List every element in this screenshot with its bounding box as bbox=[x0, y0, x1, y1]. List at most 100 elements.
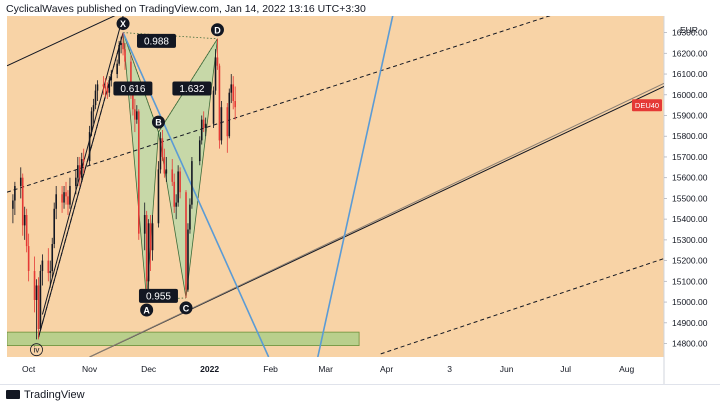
candle-body bbox=[187, 229, 189, 290]
trendline-0 bbox=[7, 16, 116, 67]
price-axis-background bbox=[664, 16, 720, 384]
ratio-connector-bd bbox=[158, 38, 218, 133]
point-label-badge bbox=[179, 301, 193, 315]
candle-body bbox=[104, 86, 107, 89]
candle-body bbox=[147, 223, 150, 282]
ratio-label: 0.616 bbox=[120, 84, 145, 95]
candle-body bbox=[212, 90, 215, 124]
candle-body bbox=[88, 132, 91, 162]
symbol-badge-label: DEU40 bbox=[635, 101, 659, 110]
candle-body bbox=[63, 192, 65, 203]
y-tick-label: 15500.00 bbox=[672, 193, 708, 203]
candle-body bbox=[175, 202, 177, 207]
point-label-text: D bbox=[214, 25, 221, 35]
candle-body bbox=[67, 196, 69, 205]
y-tick-label: 15400.00 bbox=[672, 214, 708, 224]
currency-label: EUR bbox=[680, 25, 698, 35]
candle-body bbox=[80, 159, 83, 178]
candle-body bbox=[61, 194, 63, 203]
candle-body bbox=[159, 138, 162, 170]
candle-body bbox=[21, 177, 24, 226]
x-tick-label: Jun bbox=[500, 364, 514, 374]
candle-body bbox=[230, 84, 233, 93]
candle-body bbox=[49, 270, 52, 274]
ratio-label: 0.988 bbox=[144, 36, 169, 47]
candle-body bbox=[136, 111, 138, 120]
publish-header: CyclicalWaves published on TradingView.c… bbox=[6, 3, 366, 15]
candle-body bbox=[151, 223, 154, 251]
y-tick-label: 16100.00 bbox=[672, 69, 708, 79]
candle-body bbox=[92, 105, 95, 112]
y-tick-label: 14800.00 bbox=[672, 339, 708, 349]
candle-body bbox=[75, 177, 77, 186]
candle-body bbox=[82, 159, 85, 162]
candle-body bbox=[189, 204, 191, 230]
ratio-label-badge bbox=[172, 81, 212, 96]
ratio-connector-ac bbox=[146, 297, 187, 301]
candle-body bbox=[77, 165, 79, 178]
candle-body bbox=[143, 215, 146, 234]
candle-body bbox=[25, 215, 28, 247]
x-tick-label: Feb bbox=[263, 364, 278, 374]
footer-bar: TradingView bbox=[0, 384, 720, 406]
candle-body bbox=[39, 270, 42, 330]
point-label-text: X bbox=[120, 19, 126, 29]
point-label-b: B bbox=[151, 115, 165, 129]
y-tick-label: 16200.00 bbox=[672, 48, 708, 58]
candle-body bbox=[23, 215, 26, 226]
point-label-badge bbox=[116, 17, 130, 31]
y-tick-label: 15800.00 bbox=[672, 131, 708, 141]
x-tick-label: 3 bbox=[447, 364, 452, 374]
candle-body bbox=[198, 140, 201, 162]
point-label-c: C bbox=[179, 301, 193, 315]
x-tick-label: Oct bbox=[22, 364, 36, 374]
candle-body bbox=[161, 138, 164, 157]
y-tick-label: 15300.00 bbox=[672, 235, 708, 245]
candle-body bbox=[149, 223, 152, 251]
point-label-a: A bbox=[140, 303, 154, 317]
candle-body bbox=[108, 80, 111, 93]
candle-body bbox=[202, 119, 205, 128]
y-tick-label: 14900.00 bbox=[672, 318, 708, 328]
candle-body bbox=[53, 208, 56, 245]
y-tick-label: 15600.00 bbox=[672, 173, 708, 183]
time-axis-background bbox=[0, 358, 664, 384]
candle-body bbox=[232, 84, 235, 101]
candle-body bbox=[130, 61, 132, 91]
y-tick-label: 15700.00 bbox=[672, 152, 708, 162]
candle-body bbox=[69, 185, 71, 205]
candle-body bbox=[96, 84, 99, 91]
point-label-text: A bbox=[143, 305, 150, 315]
ratio-label-badge bbox=[138, 288, 178, 303]
x-tick-label: 2022 bbox=[200, 364, 219, 374]
tradingview-logo[interactable]: TradingView bbox=[6, 389, 85, 401]
trendline-4 bbox=[7, 16, 551, 193]
ratio-label-badge bbox=[136, 33, 176, 48]
candle-body bbox=[41, 260, 44, 271]
candle-body bbox=[65, 192, 67, 197]
plot-background bbox=[7, 16, 664, 357]
candle-body bbox=[14, 185, 16, 201]
candle-body bbox=[110, 74, 113, 81]
candle-body bbox=[51, 244, 54, 271]
candle-body bbox=[204, 123, 207, 128]
candle-body bbox=[102, 84, 105, 87]
candle-body bbox=[145, 215, 148, 282]
candle-body bbox=[220, 107, 223, 141]
x-tick-label: Aug bbox=[619, 364, 634, 374]
point-label-d: D bbox=[210, 23, 224, 37]
candle-body bbox=[19, 177, 22, 186]
point-label-badge bbox=[210, 23, 224, 37]
x-tick-label: Mar bbox=[318, 364, 333, 374]
ratio-label: 0.955 bbox=[146, 291, 171, 302]
point-label-text: B bbox=[155, 118, 162, 128]
y-tick-label: 15200.00 bbox=[672, 256, 708, 266]
trendline-3 bbox=[37, 32, 124, 338]
candle-body bbox=[134, 109, 136, 120]
candle-body bbox=[137, 111, 140, 234]
candle-body bbox=[55, 194, 57, 209]
candle-body bbox=[12, 200, 14, 209]
point-label-badge bbox=[151, 115, 165, 129]
candle-body bbox=[173, 181, 176, 207]
